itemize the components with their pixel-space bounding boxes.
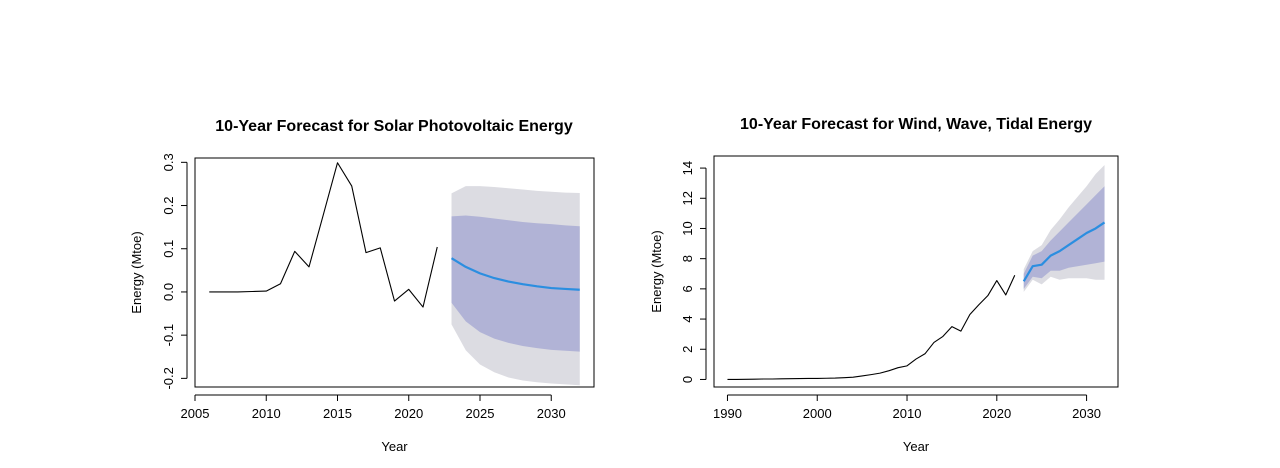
wind-forecast-chart: 1990 2000 2010 2020 2030 0 2 4 6 8 10 12 14 10-Year F… [649,116,1119,454]
y-tick-label: 10 [680,221,695,235]
x-tick-label: 2030 [1072,406,1101,421]
history-series-line [727,275,1016,381]
plot-frame [713,155,1119,388]
history-series-line [209,162,438,308]
y-tick-label: 0.2 [161,196,176,214]
solar-forecast-chart: 2005 2010 2015 2020 2025 2030 -0.2 -0.1 0.0 0.1 0.… [129,118,595,454]
y-tick-label: 0.0 [161,283,176,301]
x-tick-label: 2010 [893,406,922,421]
forecast-mean-line [1022,221,1106,282]
chart-title: 10-Year Forecast for Solar Photovoltaic … [215,118,573,135]
y-tick-label: -0.2 [161,367,176,389]
chart-title: 10-Year Forecast for Wind, Wave, Tidal E… [740,116,1092,133]
x-tick-label: 2020 [982,406,1011,421]
y-tick-label: 8 [680,255,695,262]
y-tick-label: 0.3 [161,153,176,171]
x-tick-label: 1990 [713,406,742,421]
y-tick-label: 0 [680,376,695,383]
x-tick-label: 2030 [537,406,566,421]
y-axis-label: Energy (Mtoe) [129,231,144,313]
x-tick-label: 2015 [323,406,352,421]
y-tick-label: 0.1 [161,240,176,258]
x-tick-label: 2000 [803,406,832,421]
y-tick-label: 4 [680,315,695,322]
y-tick-label: 12 [680,191,695,205]
y-tick-label: 6 [680,285,695,292]
x-tick-label: 2025 [466,406,495,421]
y-tick-label: 2 [680,346,695,353]
y-tick-label: -0.1 [161,324,176,346]
y-tick-label: 14 [680,161,695,175]
x-tick-label: 2010 [252,406,281,421]
y-axis-label: Energy (Mtoe) [649,230,664,312]
forecast-mean-line [450,257,580,291]
x-axis-label: Year [903,439,930,454]
x-axis-label: Year [381,439,408,454]
plot-frame [194,157,595,388]
x-tick-label: 2005 [181,406,210,421]
x-tick-label: 2020 [394,406,423,421]
